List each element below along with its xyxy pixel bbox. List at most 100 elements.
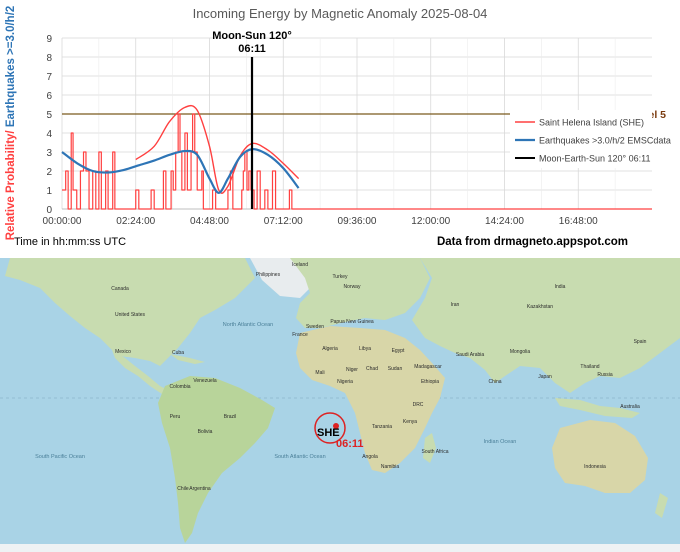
country-label: South Africa xyxy=(422,449,449,455)
country-label: Mexico xyxy=(115,349,131,355)
event-label-line1: Moon-Sun 120° xyxy=(212,30,292,42)
legend: Saint Helena Island (SHE) Earthquakes >3.… xyxy=(510,110,671,168)
country-label: Algeria xyxy=(322,346,338,352)
asia-shape xyxy=(412,258,680,393)
indonesia-shape xyxy=(555,398,640,418)
country-label: France xyxy=(292,332,308,338)
y-tick-label: 9 xyxy=(46,34,52,45)
country-label: Russia xyxy=(597,372,613,378)
country-label: Kenya xyxy=(403,419,417,425)
x-tick-label: 04:48:00 xyxy=(190,216,229,227)
country-label: Iceland xyxy=(292,262,308,268)
country-label: Libya xyxy=(359,346,371,352)
ocean-label: Indian Ocean xyxy=(484,439,517,445)
legend-label: Earthquakes >3.0/h/2 EMSCdata xyxy=(539,136,671,146)
ocean-label: South Pacific Ocean xyxy=(35,454,85,460)
country-label: Papua New Guinea xyxy=(330,319,374,325)
legend-label: Saint Helena Island (SHE) xyxy=(539,118,644,128)
country-label: Venezuela xyxy=(193,378,217,384)
country-label: Sweden xyxy=(306,324,324,330)
madagascar-shape xyxy=(423,433,436,463)
chart: Incoming Energy by Magnetic Anomaly 2025… xyxy=(0,0,680,258)
country-label: Turkey xyxy=(332,274,348,280)
country-label: Chile xyxy=(177,486,189,492)
y-tick-label: 2 xyxy=(46,167,52,178)
y-tick-label: 7 xyxy=(46,72,52,83)
country-label: Spain xyxy=(634,339,647,345)
caribbean-shape xyxy=(170,354,205,364)
country-label: Indonesia xyxy=(584,464,606,470)
country-label: Nigeria xyxy=(337,379,353,385)
x-axis-caption: Time in hh:mm:ss UTC xyxy=(14,236,126,248)
ocean-label: North Atlantic Ocean xyxy=(223,322,273,328)
country-label: Philippines xyxy=(256,272,281,278)
x-tick-labels: 00:00:00 02:24:00 04:48:00 07:12:00 09:36:00… xyxy=(43,216,599,227)
y-tick-label: 6 xyxy=(46,91,52,102)
country-label: Japan xyxy=(538,374,552,380)
country-label: Saudi Arabia xyxy=(456,352,485,358)
y-axis-label-red: Relative Probability/ xyxy=(5,130,17,241)
event-label-line2: 06:11 xyxy=(238,43,266,55)
ocean-label: South Atlantic Ocean xyxy=(274,454,325,460)
chart-title: Incoming Energy by Magnetic Anomaly 2025… xyxy=(193,6,488,21)
she-marker: SHE 06:11 xyxy=(314,412,364,450)
chart-gridlines xyxy=(61,37,652,210)
y-tick-labels: 0 1 2 3 4 5 6 7 8 9 xyxy=(46,34,52,216)
she-marker-pin xyxy=(333,423,339,429)
country-label: Namibia xyxy=(381,464,400,470)
country-label: Brazil xyxy=(224,414,237,420)
country-label: Thailand xyxy=(580,364,599,370)
country-label: Mali xyxy=(315,370,324,376)
y-tick-label: 1 xyxy=(46,186,52,197)
x-tick-label: 16:48:00 xyxy=(559,216,598,227)
event-marker: Moon-Sun 120°06:11 xyxy=(212,30,292,209)
source-caption: Data from drmagneto.appspot.com xyxy=(437,236,628,248)
australia-shape xyxy=(552,420,648,493)
country-label: Tanzania xyxy=(372,424,392,430)
series-line xyxy=(61,148,300,194)
country-label: Kazakhstan xyxy=(527,304,553,310)
country-label: Iran xyxy=(451,302,460,308)
x-tick-label: 00:00:00 xyxy=(43,216,82,227)
country-label: Niger xyxy=(346,367,358,373)
country-label: Argentina xyxy=(189,486,211,492)
country-label: Norway xyxy=(344,284,361,290)
country-label: Bolivia xyxy=(198,429,213,435)
y-axis-label-blue: Earthquakes >=3.0/h/2 xyxy=(5,6,17,131)
x-tick-label: 07:12:00 xyxy=(264,216,303,227)
south-america-shape xyxy=(158,376,275,543)
europe-shape xyxy=(290,258,430,328)
she-marker-code: SHE xyxy=(317,427,340,439)
y-tick-label: 0 xyxy=(46,205,52,216)
country-label: DRC xyxy=(413,402,424,408)
she-marker-time: 06:11 xyxy=(336,438,364,450)
country-label: India xyxy=(555,284,566,290)
country-label: Ethiopia xyxy=(421,379,439,385)
map-labels: North Atlantic Ocean South Atlantic Ocean… xyxy=(0,258,647,492)
country-label: Australia xyxy=(620,404,640,410)
country-label: Peru xyxy=(170,414,181,420)
x-tick-label: 14:24:00 xyxy=(485,216,524,227)
x-tick-label: 02:24:00 xyxy=(116,216,155,227)
antarctica-shape xyxy=(0,544,680,552)
africa-shape xyxy=(296,326,445,473)
country-label: Madagascar xyxy=(414,364,442,370)
y-axis-label: Relative Probability/ Earthquakes >=3.0/… xyxy=(5,6,17,241)
series-line xyxy=(135,104,300,194)
x-tick-label: 12:00:00 xyxy=(411,216,450,227)
new-zealand-shape xyxy=(655,493,668,518)
north-america-shape xyxy=(5,258,255,366)
she-marker-ring xyxy=(314,412,346,444)
y-tick-label: 3 xyxy=(46,148,52,159)
y-tick-label: 4 xyxy=(46,129,52,140)
x-tick-label: 09:36:00 xyxy=(338,216,377,227)
country-label: Colombia xyxy=(169,384,190,390)
country-label: Sudan xyxy=(388,366,403,372)
y-tick-label: 8 xyxy=(46,53,52,64)
country-label: Chad xyxy=(366,366,378,372)
country-label: Cuba xyxy=(172,350,184,356)
country-label: Greenland xyxy=(0,258,12,260)
country-label: Egypt xyxy=(392,348,405,354)
country-label: Angola xyxy=(362,454,378,460)
central-america-shape xyxy=(112,350,168,394)
